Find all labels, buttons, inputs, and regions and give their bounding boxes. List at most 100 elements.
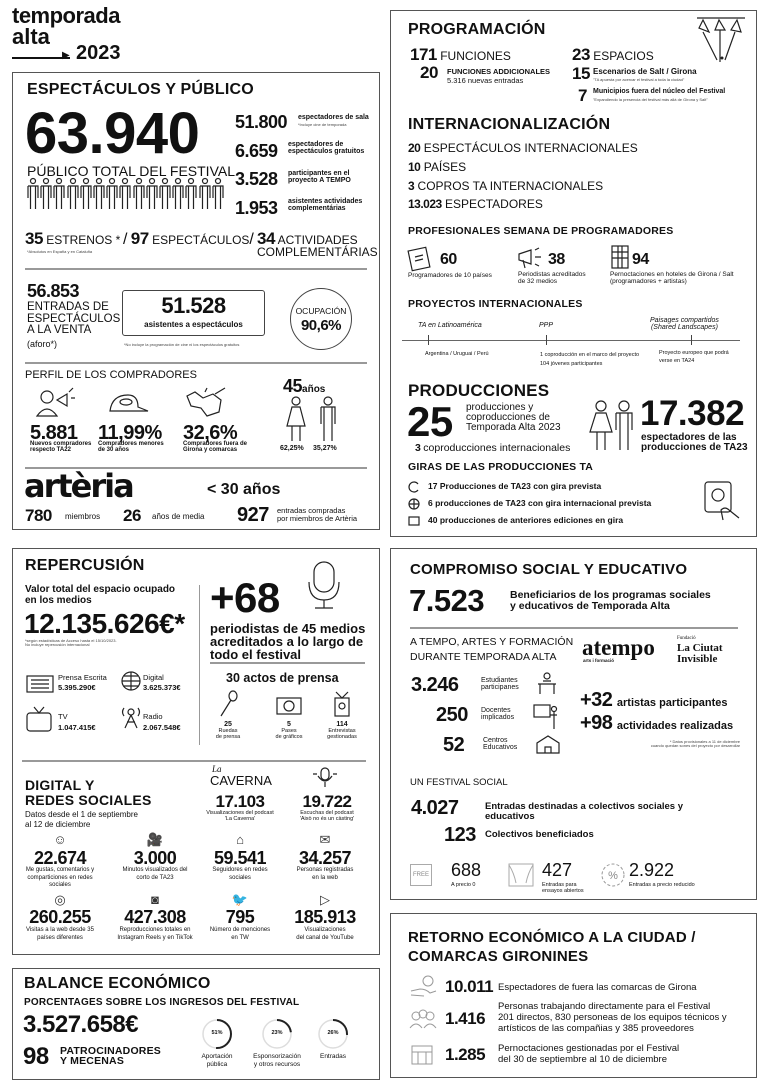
retorno-value: 1.416 [445,1009,486,1028]
int-item: 13.023 ESPECTADORES [408,198,543,211]
balance-subtitle: PORCENTAGES SOBRE LOS INGRESOS DEL FESTI… [24,997,300,1008]
valor-value: 12.135.626€* [24,608,185,639]
stat-label: asistentes actividades complementárias [288,198,363,213]
digital-value: 34.257 [298,848,352,868]
divider [22,760,366,762]
man-icon [320,396,336,441]
aforo-label: (aforo*) [27,339,58,349]
proyecto-name: Paisages compartidos (Shared Landscapes) [650,317,719,332]
patrocinadores-label: PATROCINADORES Y MECENAS [60,1045,161,1067]
digital-subtitle: Datos desde el 1 de septiembre al 12 de … [25,810,138,830]
income-donut [262,1019,292,1049]
periodistas-label: periodistas de 45 medios acreditados a l… [210,621,366,662]
total-public: 63.940 [25,101,200,166]
donut-arc [318,1019,348,1049]
divider [25,268,367,270]
prof-value: 38 [548,251,565,268]
arteria-age: < 30 años [207,481,281,498]
hotel-icon [411,1045,433,1065]
atempo-value: 250 [436,704,468,726]
section-title: INTERNACIONALIZACIÓN [408,116,611,133]
actividades: 34 ACTIVIDADES [257,230,358,248]
podcast-label: Escuchas del podcast 'Això no és un càst… [299,810,355,822]
int-value: 3 [408,179,415,193]
acto-value: 114 [336,721,348,728]
stat-note: *Incluye cine de temporada [298,122,347,127]
arteria-label: miembros [65,512,101,521]
espacios-value: 23 [572,45,590,64]
edad-media: 45años [283,377,325,397]
stat-label: espectadores de sala [298,114,369,121]
digital-label: Número de menciones en TW [209,927,271,941]
precio-label: Entradas para ensayos abiertos [542,882,584,894]
escenarios-quote: "TA apuesta por acercar el festival a to… [593,77,685,82]
gira-label: Producciones de TA23 con gira prevista [439,481,602,491]
repercusion-section [12,548,380,955]
gira-label: producciones de anteriores ediciones en … [439,515,624,525]
caverna-logo: CAVERNA [210,773,272,788]
timeline-tick [691,335,692,345]
retorno-label: Pernoctaciones gestionadas por el Festiv… [498,1043,680,1065]
cap-icon [109,394,149,412]
megaphone-person-icon [35,387,75,417]
globe-icon [408,498,420,510]
acto-label: Ruedas de prensa [215,728,241,740]
proyecto-desc: 1 coproducción en el marco del proyecto … [540,352,640,367]
estrenos: 35 ESTRENOS * [25,230,120,248]
person-icon [119,177,131,209]
acto-label: Entrevistas gestionadas [327,728,357,740]
acto-value: 25 [224,721,232,728]
podcast-mic-icon [313,767,337,787]
digital-label: Minutos visualizados del corto de TA23 [122,867,188,881]
stat-value: 1.953 [235,198,278,218]
funciones-label: FUNCIONES [440,49,511,63]
video-camera-icon: 🎥 [146,832,164,847]
artistas: +32 artistas participantes [580,690,728,711]
ocupacion-value: 90,6% [300,317,342,334]
medio-name: Digital [143,673,164,682]
income-donut [202,1019,232,1049]
digital-label: Personas registradas en la web [296,867,354,881]
person-icon [198,177,211,209]
compromiso-note: * Datos provisionales a 11 de diciembre … [650,739,740,749]
int-value: 13.023 [408,197,442,211]
twitter-icon: 🐦 [231,892,249,907]
actividades-label: actividades realizadas [616,720,734,732]
medio-name: Radio [143,712,163,721]
retorno-label: Personas trabajando directamente para el… [498,1001,727,1034]
tv-icon [26,706,52,732]
section-title: REPERCUSIÓN [25,557,145,574]
spotlights-icon [697,17,745,62]
actos-title: 30 actos de prensa [226,671,339,685]
discount-icon: % [601,863,625,887]
estrenos-label: ESTRENOS * [46,233,121,247]
ocupacion-circle [290,288,352,350]
perfil-label: Nuevos compradores respecto TA22 [30,441,92,454]
valor-label: Valor total del espacio ocupado en los m… [25,584,176,606]
section-title: PROGRAMACIÓN [408,21,546,38]
person-icon [132,177,145,209]
atempo-label: Estudiantes participanes [481,677,519,692]
espectaculos-count: / 97 ESPECTÁCULOS/ [123,230,254,249]
podcast-label: Visualizaciones del podcast 'La Caverna' [206,810,274,822]
espectaculos-section [12,72,380,530]
asistentes-label: asistentes a espectáculos [144,320,243,329]
logo-arrow [12,57,70,59]
adicionales-label: FUNCIONES ADDICIONALES [447,67,551,76]
perfil-title: PERFIL DE LOS COMPRADORES [25,369,197,381]
atempo-label: Docentes implicados [481,707,515,722]
artistas-label: artistas participantes [616,697,728,709]
timeline-line [402,340,740,341]
giras-title: GIRAS DE LAS PRODUCCIONES TA [408,461,594,473]
digital-label: Reproducciones totales en Instagram Reel… [117,927,193,941]
student-desk-icon [538,672,556,694]
section-title: PRODUCCIONES [408,381,550,400]
entradas-value: 56.853 [27,281,80,301]
actividades-value: +98 [580,712,613,734]
beneficiarios-label: Beneficiarios de los programas sociales … [510,589,711,612]
gira-item: 17 Producciones de TA23 con gira previst… [428,482,601,491]
municipios-value: 7 [578,86,587,105]
section-title: BALANCE ECONÓMICO [24,975,211,992]
separator: / [249,231,254,248]
person-icon [93,177,105,209]
